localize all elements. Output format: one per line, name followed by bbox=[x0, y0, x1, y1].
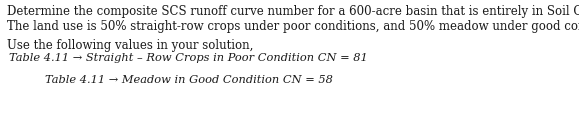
Text: Use the following values in your solution,: Use the following values in your solutio… bbox=[7, 39, 254, 52]
Text: Table 4.11 → Meadow in Good Condition CN = 58: Table 4.11 → Meadow in Good Condition CN… bbox=[45, 75, 333, 85]
Text: Determine the composite SCS runoff curve number for a 600-acre basin that is ent: Determine the composite SCS runoff curve… bbox=[7, 5, 579, 18]
Text: The land use is 50% straight-row crops under poor conditions, and 50% meadow und: The land use is 50% straight-row crops u… bbox=[7, 20, 579, 33]
Text: Table 4.11 → Straight – Row Crops in Poor Condition CN = 81: Table 4.11 → Straight – Row Crops in Poo… bbox=[9, 53, 368, 63]
